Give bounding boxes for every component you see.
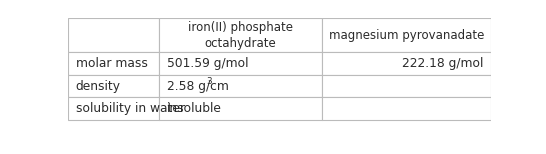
Bar <box>68 75 159 97</box>
Text: 501.59 g/mol: 501.59 g/mol <box>167 57 248 70</box>
Text: insoluble: insoluble <box>167 102 222 115</box>
Text: 2.58 g/cm: 2.58 g/cm <box>167 80 229 93</box>
Bar <box>159 97 322 120</box>
Bar <box>159 75 322 97</box>
Bar <box>322 75 491 97</box>
Bar <box>322 97 491 120</box>
Text: 3: 3 <box>206 77 212 86</box>
Text: magnesium pyrovanadate: magnesium pyrovanadate <box>329 29 484 42</box>
Bar <box>322 52 491 75</box>
Bar <box>68 52 159 75</box>
Text: density: density <box>76 80 121 93</box>
Bar <box>159 18 322 52</box>
Text: solubility in water: solubility in water <box>76 102 185 115</box>
Text: iron(II) phosphate
octahydrate: iron(II) phosphate octahydrate <box>188 21 293 50</box>
Bar <box>322 18 491 52</box>
Text: 222.18 g/mol: 222.18 g/mol <box>402 57 484 70</box>
Bar <box>68 97 159 120</box>
Bar <box>68 18 159 52</box>
Bar <box>159 52 322 75</box>
Text: molar mass: molar mass <box>76 57 148 70</box>
